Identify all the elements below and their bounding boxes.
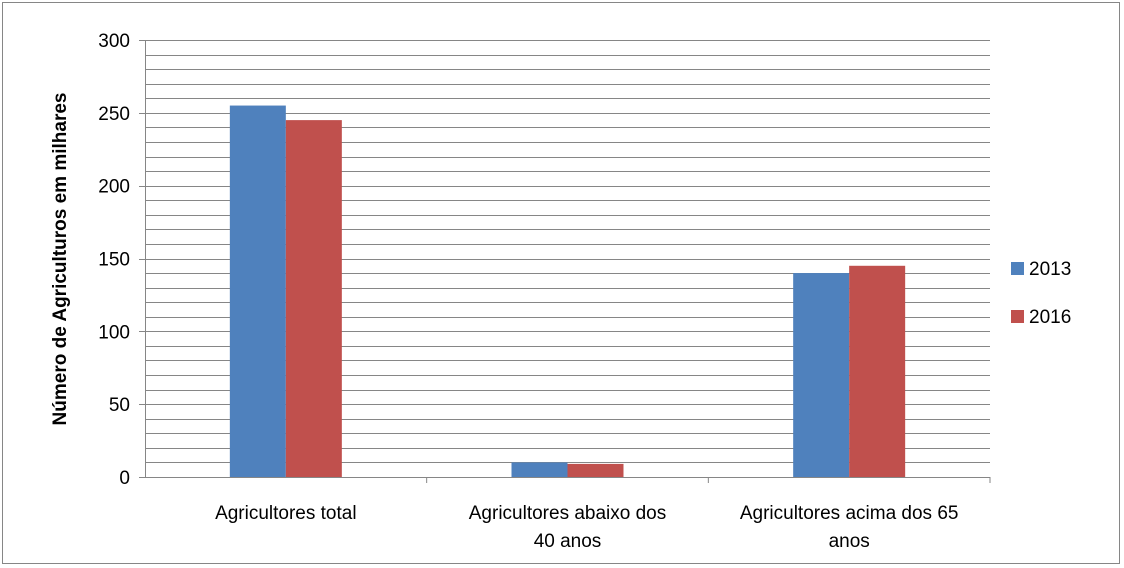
y-tick-label: 0: [119, 468, 130, 489]
category-label: Agricultores total: [215, 503, 357, 524]
y-tick-label: 100: [98, 322, 130, 343]
bar-2016-3: [849, 265, 906, 477]
bar-2016-2: [567, 463, 624, 477]
y-tick-label: 200: [98, 177, 130, 198]
category-label: anos: [829, 531, 870, 552]
legend: 2013 2016: [1011, 259, 1071, 328]
axes: [139, 40, 991, 483]
legend-swatch-2013: [1011, 262, 1024, 275]
bar-2013-2: [511, 462, 568, 477]
y-tick-label: 250: [98, 104, 130, 125]
y-tick-labels: 0 50 100 150 200 250 300: [98, 31, 130, 489]
bar-2016-1: [285, 120, 342, 477]
x-category-labels: Agricultores total Agricultores abaixo do…: [215, 503, 958, 552]
bar-2013-3: [793, 273, 850, 477]
y-tick-label: 50: [109, 395, 130, 416]
y-tick-label: 150: [98, 250, 130, 271]
y-axis-label: Número de Agriculturos em milhares: [50, 93, 71, 426]
category-label: Agricultores acima dos 65: [740, 503, 959, 524]
y-tick-label: 300: [98, 31, 130, 52]
legend-swatch-2016: [1011, 310, 1024, 323]
legend-label-2013: 2013: [1029, 259, 1071, 280]
category-label: Agricultores abaixo dos: [469, 503, 667, 524]
bar-2013-1: [229, 105, 286, 478]
category-label: 40 anos: [534, 531, 602, 552]
legend-label-2016: 2016: [1029, 307, 1071, 328]
bars: [229, 105, 906, 478]
